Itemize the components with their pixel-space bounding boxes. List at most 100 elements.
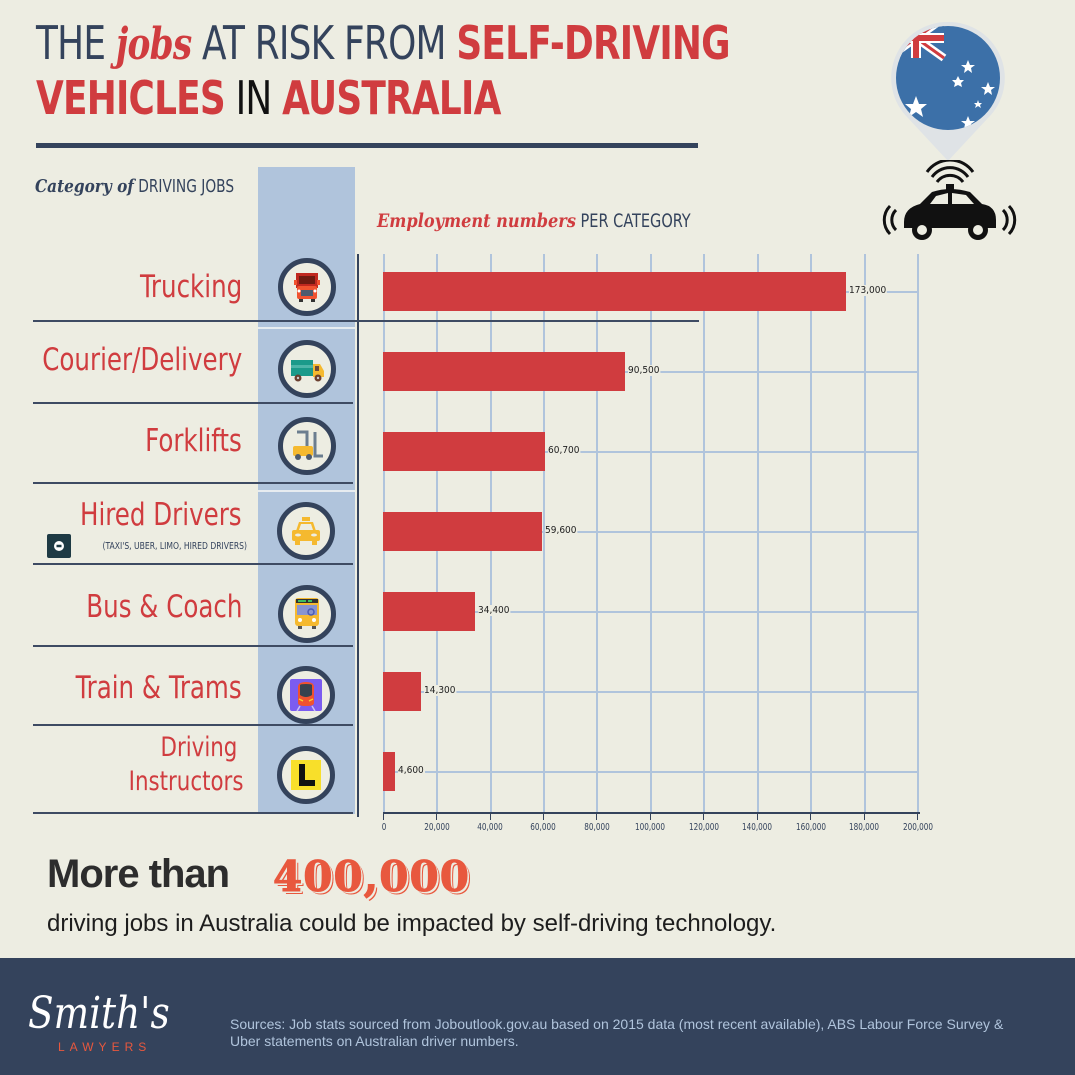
category-header-caps: DRIVING JOBS xyxy=(133,176,235,197)
category-label-hired-drivers: Hired Drivers xyxy=(80,497,242,533)
gridline-x xyxy=(703,254,705,814)
australia-flag-pin-icon xyxy=(888,18,1008,163)
x-tick xyxy=(436,814,437,820)
learner-plate-icon xyxy=(277,746,335,804)
x-tick xyxy=(810,814,811,820)
x-tick xyxy=(596,814,597,820)
category-column-header: Category of DRIVING JOBS xyxy=(35,176,234,197)
truck-icon xyxy=(278,258,336,316)
x-tick-label: 0 xyxy=(381,822,387,833)
title-segment: AUSTRALIA xyxy=(282,71,501,125)
page-title-line-1: THE jobs AT RISK FROM SELF-DRIVING xyxy=(36,20,731,67)
category-label-courier-delivery: Courier/Delivery xyxy=(42,342,242,378)
x-tick-label: 140,000 xyxy=(741,822,773,833)
x-tick xyxy=(650,814,651,820)
title-segment: IN xyxy=(224,71,283,125)
x-tick-label: 120,000 xyxy=(688,822,720,833)
x-tick-label: 60,000 xyxy=(530,822,556,833)
logo-subtitle: LAWYERS xyxy=(58,1040,152,1054)
employment-header-caps: PER CATEGORY xyxy=(575,210,691,232)
row-divider xyxy=(33,645,353,647)
icon-column-separator xyxy=(258,327,355,329)
x-tick-label: 100,000 xyxy=(634,822,666,833)
gridline-x xyxy=(810,254,812,814)
category-label-instructors-line2: Instructors xyxy=(128,766,243,797)
gridline-x xyxy=(917,254,919,814)
bar-value-label: 60,700 xyxy=(548,445,581,456)
gridline-y xyxy=(383,691,919,693)
title-segment: AT RISK FROM xyxy=(191,16,457,70)
sources-line-2: Uber statements on Australian driver num… xyxy=(230,1033,519,1049)
gridline-y xyxy=(383,611,919,613)
bar-chart-plot: 173,000 90,500 60,700 59,600 34,400 14,3… xyxy=(383,254,919,814)
page-title-line-2: VEHICLES IN AUSTRALIA xyxy=(36,75,501,121)
x-tick-label: 80,000 xyxy=(584,822,610,833)
employment-column-header: Employment numbers PER CATEGORY xyxy=(377,210,691,232)
category-sublabel-hired-drivers: (TAXI'S, UBER, LIMO, HIRED DRIVERS) xyxy=(102,541,248,552)
bar-bus-coach xyxy=(383,592,475,631)
category-label-bus-coach: Bus & Coach xyxy=(85,589,242,625)
title-segment: VEHICLES xyxy=(36,71,226,125)
x-tick xyxy=(757,814,758,820)
bar-value-label: 34,400 xyxy=(478,605,511,616)
category-label-driving-line1: Driving xyxy=(160,732,237,763)
x-tick xyxy=(490,814,491,820)
x-tick-label: 40,000 xyxy=(477,822,503,833)
row-divider xyxy=(33,320,699,322)
bar-value-label: 59,600 xyxy=(545,525,578,536)
bar-forklifts xyxy=(383,432,545,471)
bar-value-label: 90,500 xyxy=(628,365,661,376)
bar-trucking xyxy=(383,272,846,311)
x-axis-line xyxy=(383,812,920,814)
gridline-x xyxy=(543,254,545,814)
x-tick xyxy=(383,814,384,820)
x-tick xyxy=(864,814,865,820)
bar-hired-drivers xyxy=(383,512,542,551)
x-tick-label: 20,000 xyxy=(424,822,450,833)
gridline-x xyxy=(650,254,652,814)
gridline-x xyxy=(757,254,759,814)
x-tick-label: 160,000 xyxy=(795,822,827,833)
row-divider xyxy=(33,812,353,814)
smiths-lawyers-logo: Smith's xyxy=(28,988,170,1039)
bar-value-label: 14,300 xyxy=(424,685,457,696)
uber-logo-icon xyxy=(47,534,71,558)
footer xyxy=(0,958,1075,1075)
row-divider xyxy=(33,563,353,565)
employment-header-script: Employment numbers xyxy=(377,210,576,232)
x-tick xyxy=(543,814,544,820)
bus-icon xyxy=(278,585,336,643)
row-divider xyxy=(33,482,353,484)
title-divider xyxy=(36,143,698,148)
category-label-trucking: Trucking xyxy=(139,269,242,305)
forklift-icon xyxy=(278,417,336,475)
sources-note: Sources: Job stats sourced from Joboutlo… xyxy=(230,1016,1050,1050)
row-divider xyxy=(33,402,353,404)
category-header-script: Category of xyxy=(35,176,134,197)
x-tick xyxy=(703,814,704,820)
sources-line-1: Sources: Job stats sourced from Joboutlo… xyxy=(230,1016,1004,1032)
icon-column-separator xyxy=(258,490,355,492)
row-divider xyxy=(33,724,353,726)
title-segment: SELF-DRIVING xyxy=(456,16,730,70)
gridline-y xyxy=(383,451,919,453)
gridline-y xyxy=(383,531,919,533)
category-axis-line xyxy=(357,254,359,817)
x-tick-label: 180,000 xyxy=(848,822,880,833)
bar-courier-delivery xyxy=(383,352,625,391)
summary-text: driving jobs in Australia could be impac… xyxy=(47,910,777,937)
train-icon xyxy=(277,666,335,724)
summary-lead: More than xyxy=(47,852,230,896)
gridline-y xyxy=(383,771,919,773)
x-tick xyxy=(917,814,918,820)
category-label-forklifts: Forklifts xyxy=(145,423,242,459)
x-tick-label: 200,000 xyxy=(902,822,934,833)
summary-number: 400,000 xyxy=(273,852,470,902)
category-label-train-trams: Train & Trams xyxy=(75,670,242,706)
bar-value-label: 173,000 xyxy=(849,285,888,296)
bar-value-label: 4,600 xyxy=(398,765,425,776)
bar-train-trams xyxy=(383,672,421,711)
delivery-van-icon xyxy=(278,340,336,398)
title-segment: THE xyxy=(36,16,116,70)
self-driving-car-icon xyxy=(882,158,1017,245)
